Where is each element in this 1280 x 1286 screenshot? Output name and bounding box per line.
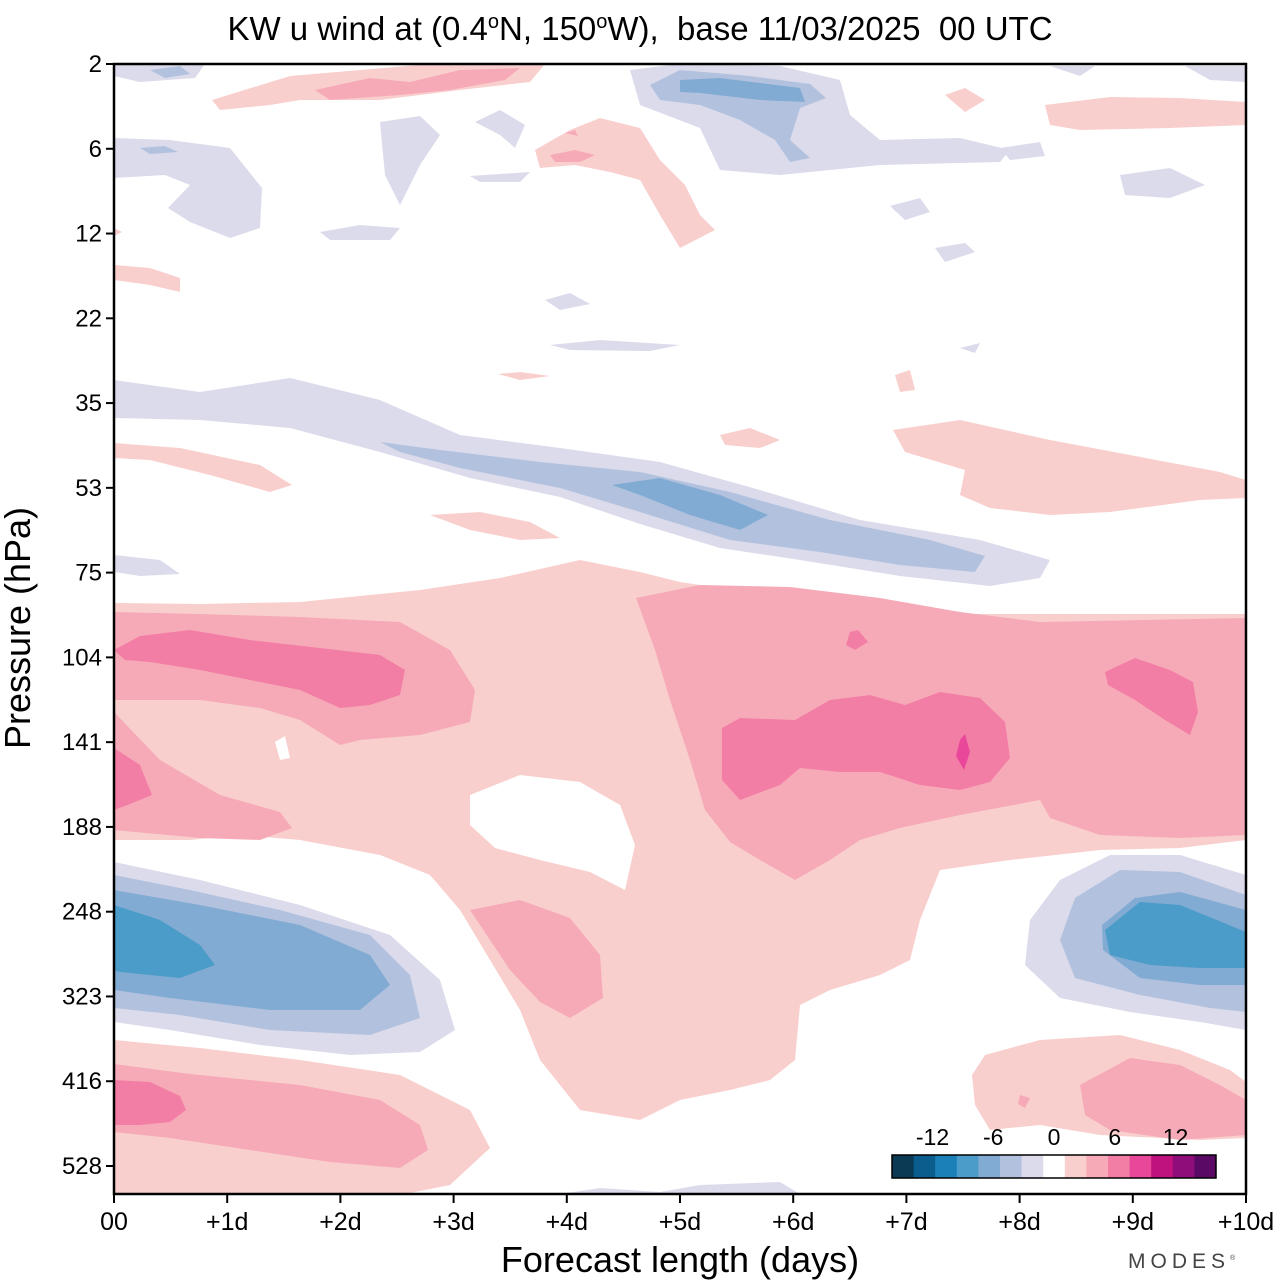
contour-pos-moderate [470, 900, 603, 1018]
modes-logo: MODES® [1128, 1250, 1236, 1273]
y-tick-label: 12 [75, 221, 102, 248]
x-tick-label: +7d [885, 1208, 927, 1236]
contour-neg-weak [380, 116, 440, 205]
x-tick-label: +4d [546, 1208, 588, 1236]
x-axis-label: Forecast length (days) [500, 1239, 860, 1280]
y-tick-label: 188 [62, 814, 102, 841]
chart-title: KW u wind at (0.4oN, 150oW), base 11/03/… [227, 10, 1053, 47]
contour-neg-weak [1050, 66, 1246, 82]
colorbar-label: 6 [1108, 1124, 1121, 1150]
x-tick-label: +5d [659, 1208, 701, 1236]
contour-pos-strong [1105, 658, 1198, 735]
y-tick-label: 141 [62, 729, 102, 756]
contour-pos-weak [114, 88, 985, 448]
contour-pos-weak [430, 512, 560, 540]
contour-pos-weak [893, 420, 1246, 515]
contour-neg-weak [114, 555, 180, 576]
contour-fill-layer [114, 64, 1246, 1194]
contour-pos-moderate [315, 68, 520, 100]
x-tick-label: +10d [1218, 1208, 1274, 1236]
contour-neg-weak [560, 1182, 800, 1194]
contour-pos-weak [535, 118, 715, 248]
contour-neg-weak [1120, 168, 1205, 198]
contour-pos-moderate [1080, 1058, 1246, 1140]
x-tick-label: +6d [772, 1208, 814, 1236]
y-tick-label: 35 [75, 390, 102, 417]
y-tick-label: 53 [75, 475, 102, 502]
contour-zero-pocket [275, 736, 290, 760]
contour-pos-strong [114, 1080, 186, 1125]
colorbar-swatch [1172, 1155, 1195, 1178]
colorbar-swatch [1086, 1155, 1109, 1178]
y-tick-label: 75 [75, 560, 102, 587]
colorbar-swatch [1021, 1155, 1044, 1178]
colorbar-label: 12 [1163, 1124, 1189, 1150]
x-tick-label: +3d [432, 1208, 474, 1236]
contour-neg-strong [680, 78, 805, 102]
contour-neg-weak [320, 142, 1045, 353]
colorbar-swatch [1043, 1155, 1066, 1178]
y-axis-label: Pressure (hPa) [0, 506, 38, 750]
y-tick-label: 104 [62, 644, 102, 671]
x-tick-label: +9d [1112, 1208, 1154, 1236]
colorbar-swatch [956, 1155, 979, 1178]
y-tick-label: 248 [62, 899, 102, 926]
colorbar-swatch [892, 1155, 915, 1178]
contour-pos-weak [1045, 97, 1246, 130]
y-tick-label: 22 [75, 305, 102, 332]
x-axis: 00 +1d +2d +3d +4d +5d +6d +7d +8d +9d +10d [100, 1194, 1274, 1236]
colorbar-swatch [935, 1155, 958, 1178]
contour-neg-core [114, 905, 215, 978]
colorbar-swatch [1000, 1155, 1023, 1178]
colorbar-label: -12 [916, 1124, 949, 1150]
colorbar-swatch [978, 1155, 1001, 1178]
contour-neg-weak [475, 110, 525, 148]
colorbar-swatch [1108, 1155, 1131, 1178]
y-tick-label: 528 [62, 1153, 102, 1180]
colorbar-swatch [1064, 1155, 1087, 1178]
contour-neg-weak [114, 138, 262, 238]
colorbar-frame [891, 1154, 1217, 1179]
colorbar-swatch [1151, 1155, 1174, 1178]
contour-zero-pocket [470, 775, 635, 890]
contour-pos-weak [114, 265, 180, 292]
colorbar-label: 0 [1048, 1124, 1061, 1150]
contour-neg-core [1105, 902, 1246, 968]
contour-neg-strong [612, 478, 768, 530]
contour-pos-moderate [114, 712, 292, 840]
x-tick-label: +2d [319, 1208, 361, 1236]
contour-pos-moderate [114, 1064, 428, 1168]
y-tick-label: 6 [89, 136, 102, 163]
colorbar-label: -6 [983, 1124, 1003, 1150]
colorbar-legend: -12 -6 0 6 12 [891, 1124, 1217, 1179]
colorbar-swatch [1129, 1155, 1152, 1178]
x-tick-label: +8d [998, 1208, 1040, 1236]
x-tick-label: +1d [206, 1208, 248, 1236]
contour-pos-strong [846, 630, 868, 650]
y-axis: 2 6 12 22 35 53 75 104 141 188 248 323 416 528 [62, 51, 114, 1180]
y-tick-label: 2 [89, 51, 102, 78]
colorbar-swatch [913, 1155, 936, 1178]
x-tick-label: 00 [100, 1208, 128, 1236]
contour-neg-strong [114, 890, 390, 1010]
contour-pos-strong [722, 692, 1010, 800]
contour-pos-peak [956, 734, 970, 770]
y-tick-label: 416 [62, 1068, 102, 1095]
contour-pos-strong [114, 630, 405, 708]
contour-pos-weak [114, 443, 292, 492]
colorbar-swatch [1194, 1155, 1217, 1178]
y-tick-label: 323 [62, 983, 102, 1010]
contour-pos-strong [114, 748, 152, 810]
